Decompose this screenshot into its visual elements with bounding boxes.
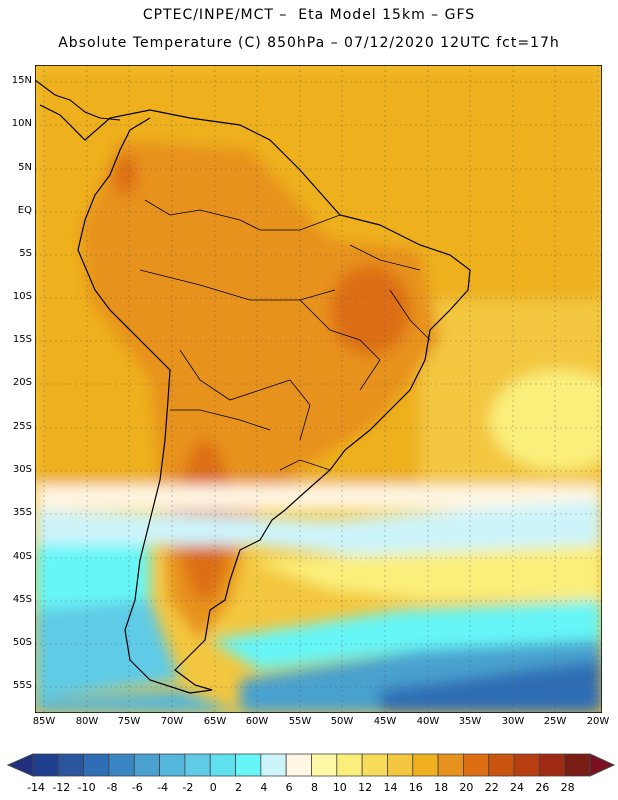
colorbar-arrow-low	[6, 753, 34, 777]
colorbar-label: -4	[157, 781, 169, 794]
colorbar-cell	[83, 753, 110, 777]
colorbar-label: 28	[560, 781, 575, 794]
colorbar-label: 20	[459, 781, 474, 794]
lon-label: 70W	[160, 716, 184, 727]
colorbar-label: 18	[434, 781, 449, 794]
colorbar-cell	[412, 753, 439, 777]
lon-label: 80W	[75, 716, 99, 727]
colorbar-cell	[32, 753, 59, 777]
colorbar-cell	[387, 753, 414, 777]
lon-label: 50W	[330, 716, 354, 727]
south-america-coastline	[39, 104, 471, 694]
colorbar-label: 16	[408, 781, 423, 794]
colorbar-cell	[361, 753, 388, 777]
colorbar-cell	[108, 753, 135, 777]
colorbar-label: 8	[311, 781, 318, 794]
lat-label: 40S	[12, 551, 32, 562]
colorbar-label: 12	[358, 781, 373, 794]
colorbar-label: 6	[285, 781, 293, 794]
lat-label: EQ	[17, 205, 32, 216]
lon-label: 55W	[288, 716, 312, 727]
lon-label: 65W	[203, 716, 227, 727]
lon-label: 60W	[245, 716, 269, 727]
lat-label: 20S	[12, 377, 32, 388]
lat-label: 15N	[11, 75, 32, 86]
colorbar-label: -12	[52, 781, 71, 794]
colorbar-label: 26	[535, 781, 550, 794]
colorbar-label: -14	[27, 781, 45, 794]
colorbar-label: 10	[332, 781, 347, 794]
lon-label: 30W	[501, 716, 525, 727]
colorbar-cell	[311, 753, 338, 777]
lon-label: 75W	[117, 716, 141, 727]
colorbar-label: -10	[77, 781, 96, 794]
lat-label: 25S	[12, 421, 32, 432]
colorbar-cell	[463, 753, 490, 777]
temperature-field	[35, 65, 602, 713]
colorbar-cell	[260, 753, 287, 777]
colorbar-label: 2	[235, 781, 243, 794]
colorbar-label: 14	[383, 781, 398, 794]
colorbar-cell	[159, 753, 186, 777]
colorbar-cell	[57, 753, 85, 777]
colorbar-cell	[235, 753, 262, 777]
lat-label: 10N	[11, 118, 32, 129]
colorbar-cell	[538, 753, 566, 777]
graticule	[35, 65, 602, 713]
colorbar-cell	[209, 753, 236, 777]
lon-label: 40W	[416, 716, 440, 727]
lon-label: 35W	[458, 716, 482, 727]
colorbar-cell	[285, 753, 312, 777]
lat-label: 50S	[12, 637, 32, 648]
colorbar-cell	[564, 753, 591, 777]
lon-label: 85W	[32, 716, 56, 727]
colorbar-label: 0	[209, 781, 217, 794]
lon-label: 25W	[543, 716, 567, 727]
colorbar-label: -6	[131, 781, 143, 794]
country-borders	[139, 199, 431, 471]
lat-label: 5N	[18, 162, 32, 173]
colorbar-label: 22	[484, 781, 499, 794]
colorbar-cell	[488, 753, 515, 777]
lat-label: 45S	[12, 594, 32, 605]
lat-label: 5S	[19, 248, 32, 259]
lat-label: 10S	[12, 291, 32, 302]
lat-label: 15S	[12, 334, 32, 345]
colorbar-cell	[184, 753, 211, 777]
lat-label: 30S	[12, 464, 32, 475]
colorbar-cell	[437, 753, 464, 777]
chart-title-line2: Absolute Temperature (C) 850hPa – 07/12/…	[58, 35, 560, 51]
colorbar	[6, 753, 616, 777]
colorbar-cell	[513, 753, 540, 777]
colorbar-label: 24	[510, 781, 525, 794]
lat-label: 35S	[12, 507, 32, 518]
colorbar-cell	[133, 753, 160, 777]
colorbar-arrow-high	[589, 753, 616, 777]
lat-label: 55S	[12, 680, 32, 691]
lon-label: 20W	[586, 716, 610, 727]
chart-title-line1: CPTEC/INPE/MCT – Eta Model 15km – GFS	[142, 7, 476, 23]
lon-label: 45W	[373, 716, 397, 727]
colorbar-label: -2	[182, 781, 194, 794]
colorbar-cell	[336, 753, 363, 777]
colorbar-label: 4	[260, 781, 268, 794]
colorbar-label: -8	[106, 781, 118, 794]
